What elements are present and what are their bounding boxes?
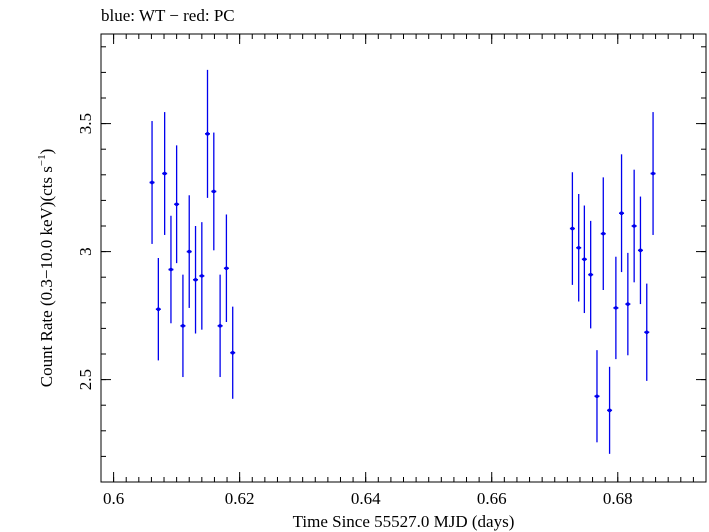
data-point <box>181 324 185 328</box>
data-point <box>619 211 624 215</box>
data-point <box>607 408 612 413</box>
data-point <box>187 249 192 254</box>
plot-frame <box>100 33 707 483</box>
x-tick-label: 0.6 <box>103 489 124 508</box>
x-tick-label: 0.66 <box>477 489 507 508</box>
data-point <box>576 245 581 250</box>
tick-labels: 0.6 0.62 0.64 0.66 0.68 2.5 3 3.5 <box>76 113 633 508</box>
data-point <box>212 189 216 194</box>
data-point <box>156 307 161 312</box>
axis-ticks <box>100 34 707 483</box>
data-point <box>651 171 655 176</box>
data-point <box>570 226 575 231</box>
data-point <box>588 272 593 277</box>
data-point <box>200 274 204 278</box>
data-point <box>230 350 235 355</box>
data-series-wt <box>149 69 656 454</box>
x-tick-label: 0.68 <box>603 489 633 508</box>
x-axis-label: Time Since 55527.0 MJD (days) <box>293 512 515 531</box>
y-axis-label-main: Count Rate (0.3−10.0 keV)(cts s <box>37 166 56 387</box>
data-point <box>218 324 222 328</box>
data-point <box>162 171 167 176</box>
y-tick-label: 2.5 <box>76 369 95 390</box>
y-axis-label: Count Rate (0.3−10.0 keV)(cts s−1) <box>36 149 56 388</box>
data-point <box>150 180 154 185</box>
data-point <box>644 330 649 335</box>
data-point <box>632 224 636 228</box>
data-point <box>638 248 643 253</box>
x-tick-label: 0.62 <box>225 489 255 508</box>
x-tick-label: 0.64 <box>351 489 381 508</box>
data-point <box>595 394 599 399</box>
data-point <box>193 277 198 282</box>
data-point <box>224 266 229 271</box>
data-point <box>614 306 618 310</box>
data-point <box>169 267 173 272</box>
data-point <box>582 257 587 262</box>
chart-title: blue: WT − red: PC <box>101 6 235 25</box>
y-axis-label-superscript: −1 <box>36 154 48 166</box>
data-point <box>601 231 606 236</box>
data-point <box>174 202 179 207</box>
y-tick-label: 3 <box>76 247 95 256</box>
data-point <box>626 302 630 306</box>
y-tick-label: 3.5 <box>76 113 95 134</box>
y-axis-label-close: ) <box>37 149 56 155</box>
data-point <box>205 132 210 136</box>
